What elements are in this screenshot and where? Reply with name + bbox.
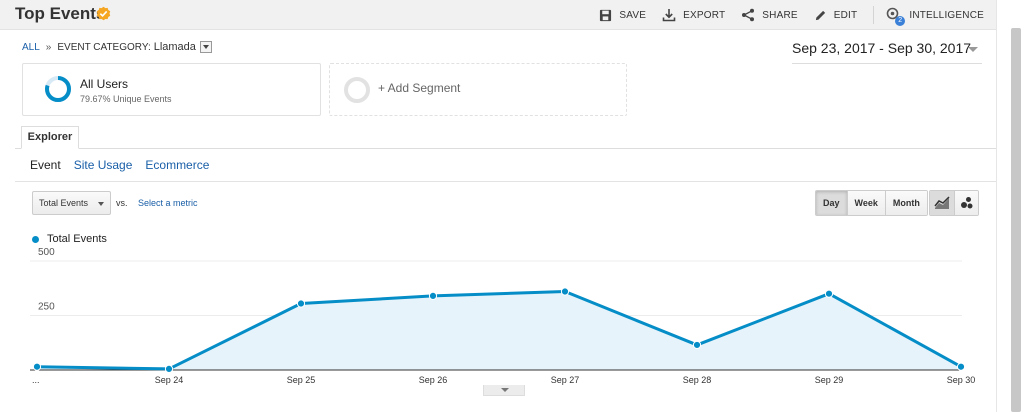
share-icon xyxy=(742,8,755,22)
data-point xyxy=(32,362,42,371)
chart-type-toggle-group xyxy=(929,190,979,216)
breadcrumb: ALL » EVENT CATEGORY: Llamada xyxy=(22,41,212,53)
header-actions: SAVE EXPORT SHARE EDIT 2 INTELLIGENCE xyxy=(599,0,996,30)
subtab-site-usage[interactable]: Site Usage xyxy=(73,158,133,172)
chart-legend: Total Events xyxy=(32,233,107,245)
x-tick-label: Sep 25 xyxy=(287,375,316,385)
subtab-ecommerce[interactable]: Ecommerce xyxy=(145,158,210,172)
metric-select[interactable]: Total Events xyxy=(32,191,111,215)
edit-label: EDIT xyxy=(833,9,858,21)
data-point xyxy=(692,340,702,350)
breadcrumb-all-link[interactable]: ALL xyxy=(22,41,40,53)
period-toggle-group: Day Week Month xyxy=(815,190,928,216)
scrollbar[interactable] xyxy=(996,0,1024,412)
intelligence-count-badge: 2 xyxy=(895,16,906,26)
save-button[interactable]: SAVE xyxy=(599,9,646,22)
x-tick-label: ... xyxy=(32,375,40,385)
y-tick-label: 500 xyxy=(38,247,55,258)
verified-badge-icon xyxy=(96,6,111,21)
legend-series-dot xyxy=(32,235,39,243)
period-month-button[interactable]: Month xyxy=(884,191,927,215)
breadcrumb-dimension-label: EVENT CATEGORY: xyxy=(57,41,151,53)
breadcrumb-dropdown-button[interactable] xyxy=(199,41,212,53)
series-line xyxy=(36,290,962,371)
breadcrumb-separator: » xyxy=(45,41,52,53)
x-tick-label: Sep 30 xyxy=(947,375,976,385)
tab-strip-divider xyxy=(15,148,996,149)
data-point xyxy=(824,289,834,298)
segment-ring-icon xyxy=(45,76,71,102)
intelligence-button[interactable]: 2 INTELLIGENCE xyxy=(873,6,984,26)
data-point xyxy=(428,291,438,300)
share-button[interactable]: SHARE xyxy=(741,8,798,22)
x-tick-label: Sep 28 xyxy=(683,375,712,385)
save-icon xyxy=(600,9,612,21)
subtab-bar: Event Site Usage Ecommerce xyxy=(30,158,222,172)
add-segment-label: + Add Segment xyxy=(378,81,461,95)
export-icon xyxy=(662,9,676,22)
total-events-chart: 250 500... Sep 24 Sep 25 Sep 26 Sep 27 Sep 28 S… xyxy=(30,247,976,385)
data-point xyxy=(164,364,174,374)
date-range-text: Sep 23, 2017 - Sep 30, 2017 xyxy=(792,40,972,56)
period-day-button[interactable]: Day xyxy=(816,191,847,215)
add-segment-button[interactable]: + Add Segment xyxy=(329,63,627,116)
segment-title: All Users xyxy=(80,77,129,91)
motion-chart-button[interactable] xyxy=(954,191,978,215)
x-tick-label: Sep 24 xyxy=(155,375,184,385)
page-title: Top Events xyxy=(15,4,106,23)
chevron-down-icon xyxy=(98,202,104,206)
export-label: EXPORT xyxy=(683,9,726,21)
legend-series-label: Total Events xyxy=(47,233,107,245)
period-week-button[interactable]: Week xyxy=(846,191,885,215)
scrollbar-thumb[interactable] xyxy=(1011,28,1021,412)
edit-button[interactable]: EDIT xyxy=(814,9,858,22)
share-label: SHARE xyxy=(762,9,798,21)
data-point xyxy=(560,287,570,296)
vs-label: vs. xyxy=(116,198,128,208)
date-range-picker[interactable]: Sep 23, 2017 - Sep 30, 2017 xyxy=(792,40,982,64)
line-chart-button[interactable] xyxy=(930,191,954,215)
subtab-event[interactable]: Event xyxy=(30,158,61,172)
expand-chart-handle[interactable] xyxy=(483,385,525,396)
export-button[interactable]: EXPORT xyxy=(662,8,725,22)
segment-subtitle: 79.67% Unique Events xyxy=(80,94,172,104)
y-tick-label: 250 xyxy=(38,302,55,313)
tab-explorer[interactable]: Explorer xyxy=(21,126,79,149)
segment-all-users[interactable]: All Users 79.67% Unique Events xyxy=(22,63,321,116)
series-area xyxy=(37,291,961,370)
breadcrumb-dimension-value: Llamada xyxy=(153,41,196,53)
save-label: SAVE xyxy=(619,9,647,21)
intelligence-icon: 2 xyxy=(886,7,906,26)
pencil-icon xyxy=(815,10,825,20)
segment-placeholder-icon xyxy=(344,77,370,103)
metric-select-value: Total Events xyxy=(39,198,89,208)
report-header: Top Events SAVE EXPORT SHARE EDIT 2 INTE… xyxy=(0,0,996,30)
data-point xyxy=(296,299,306,308)
x-tick-label: Sep 27 xyxy=(551,375,580,385)
intelligence-label: INTELLIGENCE xyxy=(909,9,984,21)
chevron-down-icon xyxy=(968,47,978,52)
subtab-divider xyxy=(15,181,996,182)
data-point xyxy=(956,362,966,371)
bubble-chart-icon xyxy=(960,197,972,209)
line-chart-icon xyxy=(934,196,950,209)
select-metric-link[interactable]: Select a metric xyxy=(138,198,198,208)
x-tick-label: Sep 26 xyxy=(419,375,448,385)
x-tick-label: Sep 29 xyxy=(815,375,844,385)
